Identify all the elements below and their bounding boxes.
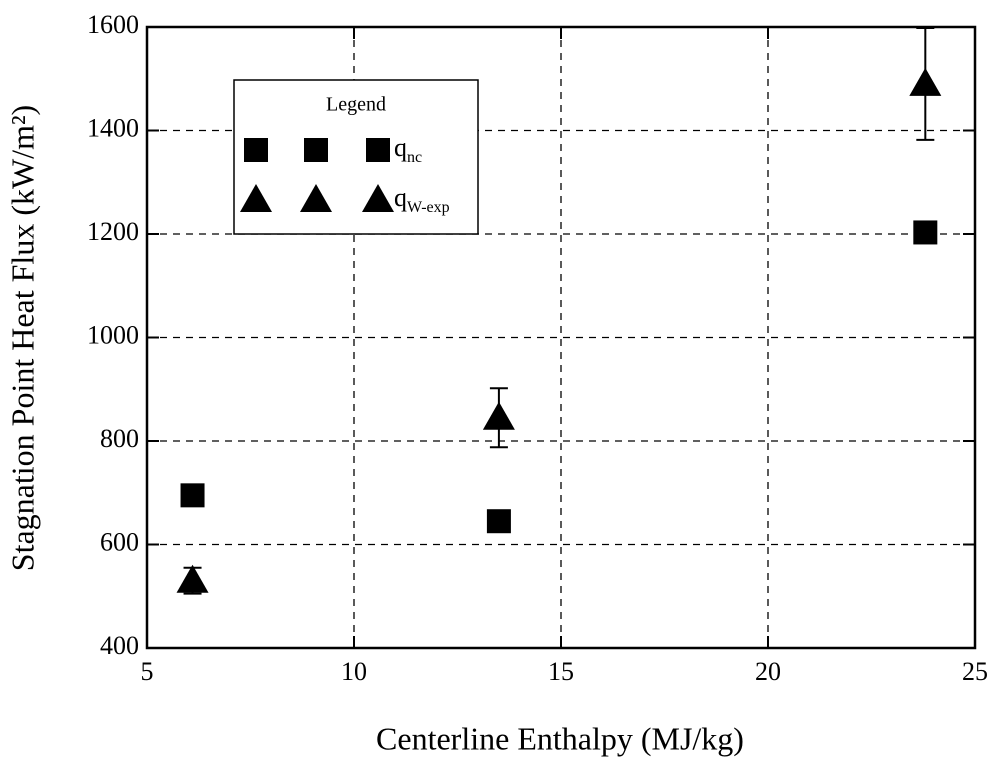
legend-label: qnc (394, 133, 422, 166)
marker-square (366, 138, 390, 162)
y-tick-label: 1600 (87, 10, 139, 39)
y-tick-label: 1200 (87, 217, 139, 246)
y-tick-label: 600 (100, 527, 139, 556)
marker-triangle (909, 67, 942, 96)
legend-box (233, 79, 479, 235)
x-tick-label: 20 (755, 657, 781, 686)
marker-triangle (176, 564, 209, 593)
marker-triangle (300, 184, 332, 212)
marker-square (180, 483, 205, 508)
y-tick-label: 1000 (87, 320, 139, 349)
y-tick-label: 400 (100, 631, 139, 660)
x-tick-label: 10 (341, 657, 367, 686)
x-tick-label: 25 (962, 657, 988, 686)
marker-triangle (482, 401, 515, 430)
marker-square (913, 220, 938, 245)
marker-square (486, 509, 511, 534)
y-tick-label: 1400 (87, 113, 139, 142)
legend-title: Legend (326, 94, 386, 116)
marker-square (244, 138, 268, 162)
legend-label: qW-exp (394, 183, 450, 216)
plot-frame (145, 25, 977, 650)
marker-triangle (362, 184, 394, 212)
y-tick-label: 800 (100, 424, 139, 453)
x-axis-label: Centerline Enthalpy (MJ/kg) (376, 720, 744, 756)
marker-square (304, 138, 328, 162)
x-tick-label: 5 (141, 657, 154, 686)
y-axis-label: Stagnation Point Heat Flux (kW/m²) (4, 105, 40, 571)
x-tick-label: 15 (548, 657, 574, 686)
marker-triangle (240, 184, 272, 212)
